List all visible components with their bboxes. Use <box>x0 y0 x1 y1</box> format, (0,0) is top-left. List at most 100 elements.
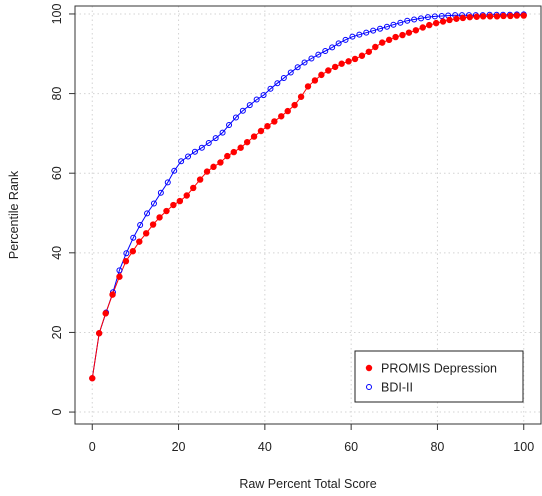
data-point-0 <box>345 58 352 65</box>
data-point-0 <box>257 127 265 135</box>
data-point-0 <box>405 29 413 36</box>
data-point-1 <box>185 153 192 160</box>
data-point-0 <box>122 257 130 265</box>
data-point-1 <box>239 107 246 114</box>
data-point-0 <box>291 101 298 109</box>
data-point-0 <box>163 207 170 215</box>
data-point-0 <box>399 31 406 39</box>
data-point-0 <box>297 93 305 100</box>
y-tick-label: 60 <box>50 166 64 180</box>
data-point-0 <box>372 43 379 51</box>
data-point-0 <box>419 24 426 31</box>
data-point-1 <box>438 12 445 19</box>
data-point-0 <box>217 159 224 166</box>
data-point-0 <box>486 13 494 20</box>
data-point-0 <box>142 230 150 237</box>
legend-box <box>354 350 524 403</box>
data-point-1 <box>294 64 301 71</box>
legend-label-promis: PROMIS Depression <box>381 362 497 376</box>
data-point-1 <box>363 29 370 36</box>
data-point-1 <box>171 167 178 174</box>
data-point-1 <box>287 69 294 76</box>
data-point-0 <box>338 60 345 67</box>
data-point-1 <box>212 135 219 142</box>
data-point-1 <box>404 17 411 24</box>
x-tick-label: 20 <box>172 440 186 454</box>
series-line-1 <box>91 13 524 379</box>
data-point-1 <box>274 80 281 87</box>
data-point-0 <box>385 36 393 44</box>
data-point-0 <box>426 21 433 29</box>
data-point-0 <box>203 168 211 175</box>
data-point-0 <box>459 14 467 22</box>
data-point-1 <box>130 234 137 241</box>
data-point-0 <box>392 33 399 41</box>
data-point-0 <box>473 13 480 20</box>
data-point-0 <box>176 197 184 205</box>
data-point-0 <box>95 330 103 337</box>
data-point-0 <box>479 13 487 20</box>
data-point-0 <box>453 15 460 22</box>
x-tick-label: 0 <box>89 440 96 454</box>
data-point-0 <box>507 12 514 20</box>
data-point-0 <box>304 83 312 90</box>
data-point-0 <box>271 118 278 125</box>
data-point-0 <box>278 113 285 120</box>
data-point-1 <box>150 200 157 207</box>
legend: PROMIS Depression BDI-II <box>354 350 524 403</box>
data-point-0 <box>379 39 386 46</box>
data-point-0 <box>237 144 244 151</box>
data-point-0 <box>102 310 109 317</box>
data-point-0 <box>156 214 163 221</box>
data-point-1 <box>260 92 267 99</box>
data-point-0 <box>412 27 420 34</box>
y-tick-label: 100 <box>50 3 64 24</box>
data-point-1 <box>178 158 185 165</box>
data-point-0 <box>190 184 197 192</box>
data-point-1 <box>144 210 151 217</box>
data-point-0 <box>129 248 137 255</box>
data-point-0 <box>243 138 251 146</box>
data-point-1 <box>383 23 390 30</box>
data-point-1 <box>411 16 418 23</box>
grid <box>75 6 541 424</box>
data-point-0 <box>109 291 116 298</box>
data-point-1 <box>349 33 356 40</box>
y-tick-label: 0 <box>50 409 64 416</box>
data-point-1 <box>418 15 425 22</box>
plot-frame <box>74 5 542 425</box>
data-point-1 <box>397 19 404 26</box>
data-point-1 <box>205 139 212 146</box>
data-point-0 <box>358 52 366 59</box>
y-axis: 0 20 40 60 80 100 <box>50 3 75 416</box>
data-point-0 <box>351 55 359 63</box>
data-point-1 <box>157 189 164 196</box>
data-point-0 <box>136 238 143 245</box>
data-point-0 <box>513 12 521 19</box>
data-point-1 <box>356 31 363 38</box>
data-point-1 <box>219 129 226 136</box>
data-point-0 <box>230 148 237 156</box>
x-axis: 0 20 40 60 80 100 <box>89 424 534 454</box>
x-tick-label: 80 <box>430 440 444 454</box>
data-point-0 <box>196 176 204 183</box>
data-point-1 <box>329 44 336 51</box>
y-tick-label: 40 <box>50 246 64 260</box>
data-point-0 <box>210 163 217 171</box>
series-line-0 <box>91 15 524 379</box>
legend-marker-promis <box>365 364 373 372</box>
legend-label-bdi: BDI-II <box>381 381 413 395</box>
data-point-0 <box>250 133 258 140</box>
x-tick-label: 100 <box>513 440 534 454</box>
data-point-0 <box>89 375 96 382</box>
data-point-0 <box>432 19 440 27</box>
x-axis-title: Raw Percent Total Score <box>239 477 376 491</box>
data-point-0 <box>224 152 231 160</box>
data-point-1 <box>198 144 205 151</box>
data-point-0 <box>264 123 271 130</box>
data-point-0 <box>183 192 190 199</box>
data-point-1 <box>191 148 198 155</box>
y-axis-title: Percentile Rank <box>7 170 21 259</box>
data-point-0 <box>318 71 325 79</box>
data-point-1 <box>267 85 274 92</box>
